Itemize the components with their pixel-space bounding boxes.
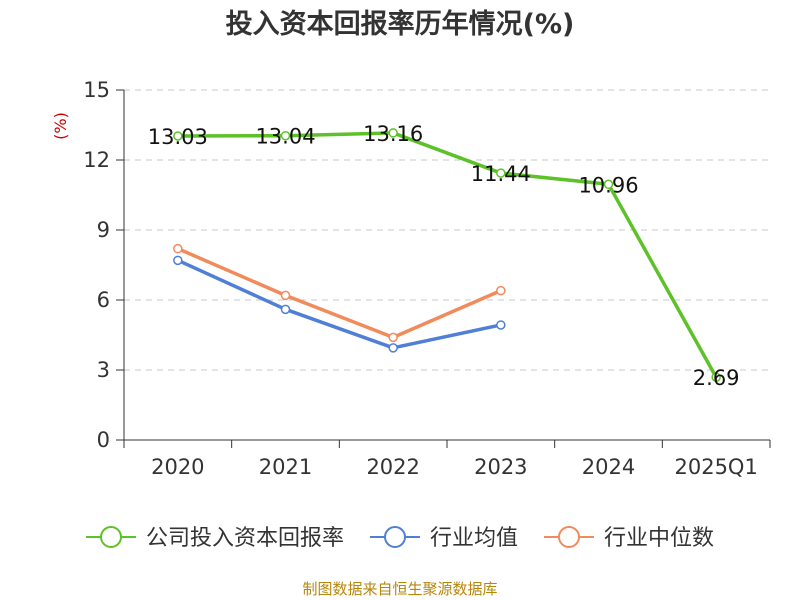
data-point <box>280 304 291 315</box>
legend-item: 行业均值 <box>370 526 518 551</box>
legend-marker <box>558 526 580 548</box>
y-tick-label: 15 <box>83 78 110 102</box>
data-labels: 13.03 13.04 13.16 11.44 10.96 2.69 <box>148 122 740 390</box>
y-tick-label: 6 <box>97 288 110 312</box>
grid-lines <box>124 89 770 371</box>
data-point <box>388 343 398 353</box>
data-label: 2.69 <box>693 366 740 390</box>
data-point <box>496 320 506 330</box>
x-tick-label: 2023 <box>474 455 527 479</box>
y-tick-label: 9 <box>97 218 110 242</box>
data-point <box>388 128 398 138</box>
series-lines <box>173 128 721 382</box>
chart-title: 投入资本回报率历年情况(%) <box>226 8 575 40</box>
data-point <box>280 130 291 141</box>
data-label: 10.96 <box>578 173 638 197</box>
data-label: 13.03 <box>148 125 208 149</box>
legend-item: 行业中位数 <box>544 526 714 551</box>
y-tick-label: 12 <box>83 148 110 172</box>
axes: 0 3 6 9 12 15 2020 2021 2022 2023 2024 2025Q1 <box>83 78 771 479</box>
x-tick-label: 2024 <box>582 455 635 479</box>
series-line <box>177 247 502 340</box>
legend: 公司投入资本回报率 行业均值 行业中位数 <box>86 526 714 551</box>
legend-label: 行业均值 <box>430 526 518 551</box>
x-tick-label: 2020 <box>151 455 204 479</box>
series-line <box>177 131 718 379</box>
data-point <box>496 285 506 296</box>
x-tick-label: 2025Q1 <box>674 455 757 479</box>
y-axis-label: (%) <box>51 112 70 140</box>
source-credit: 制图数据来自恒生聚源数据库 <box>302 580 497 598</box>
data-point <box>173 131 183 141</box>
data-label: 11.44 <box>471 162 531 186</box>
x-tick-label: 2021 <box>259 455 312 479</box>
data-point <box>173 243 183 254</box>
legend-marker <box>384 526 406 548</box>
data-point <box>280 290 291 301</box>
data-point <box>173 255 183 266</box>
y-tick-label: 3 <box>97 358 110 382</box>
x-tick-label: 2022 <box>366 455 419 479</box>
data-point <box>711 372 721 382</box>
data-point <box>603 179 614 190</box>
legend-label: 公司投入资本回报率 <box>146 526 344 551</box>
legend-marker <box>100 526 122 548</box>
series-line <box>177 258 502 350</box>
data-point <box>388 332 398 343</box>
data-label: 13.16 <box>363 122 423 146</box>
data-point <box>496 168 506 178</box>
legend-label: 行业中位数 <box>604 526 714 551</box>
y-tick-label: 0 <box>97 428 110 452</box>
data-label: 13.04 <box>255 125 315 149</box>
legend-item: 公司投入资本回报率 <box>86 526 344 551</box>
